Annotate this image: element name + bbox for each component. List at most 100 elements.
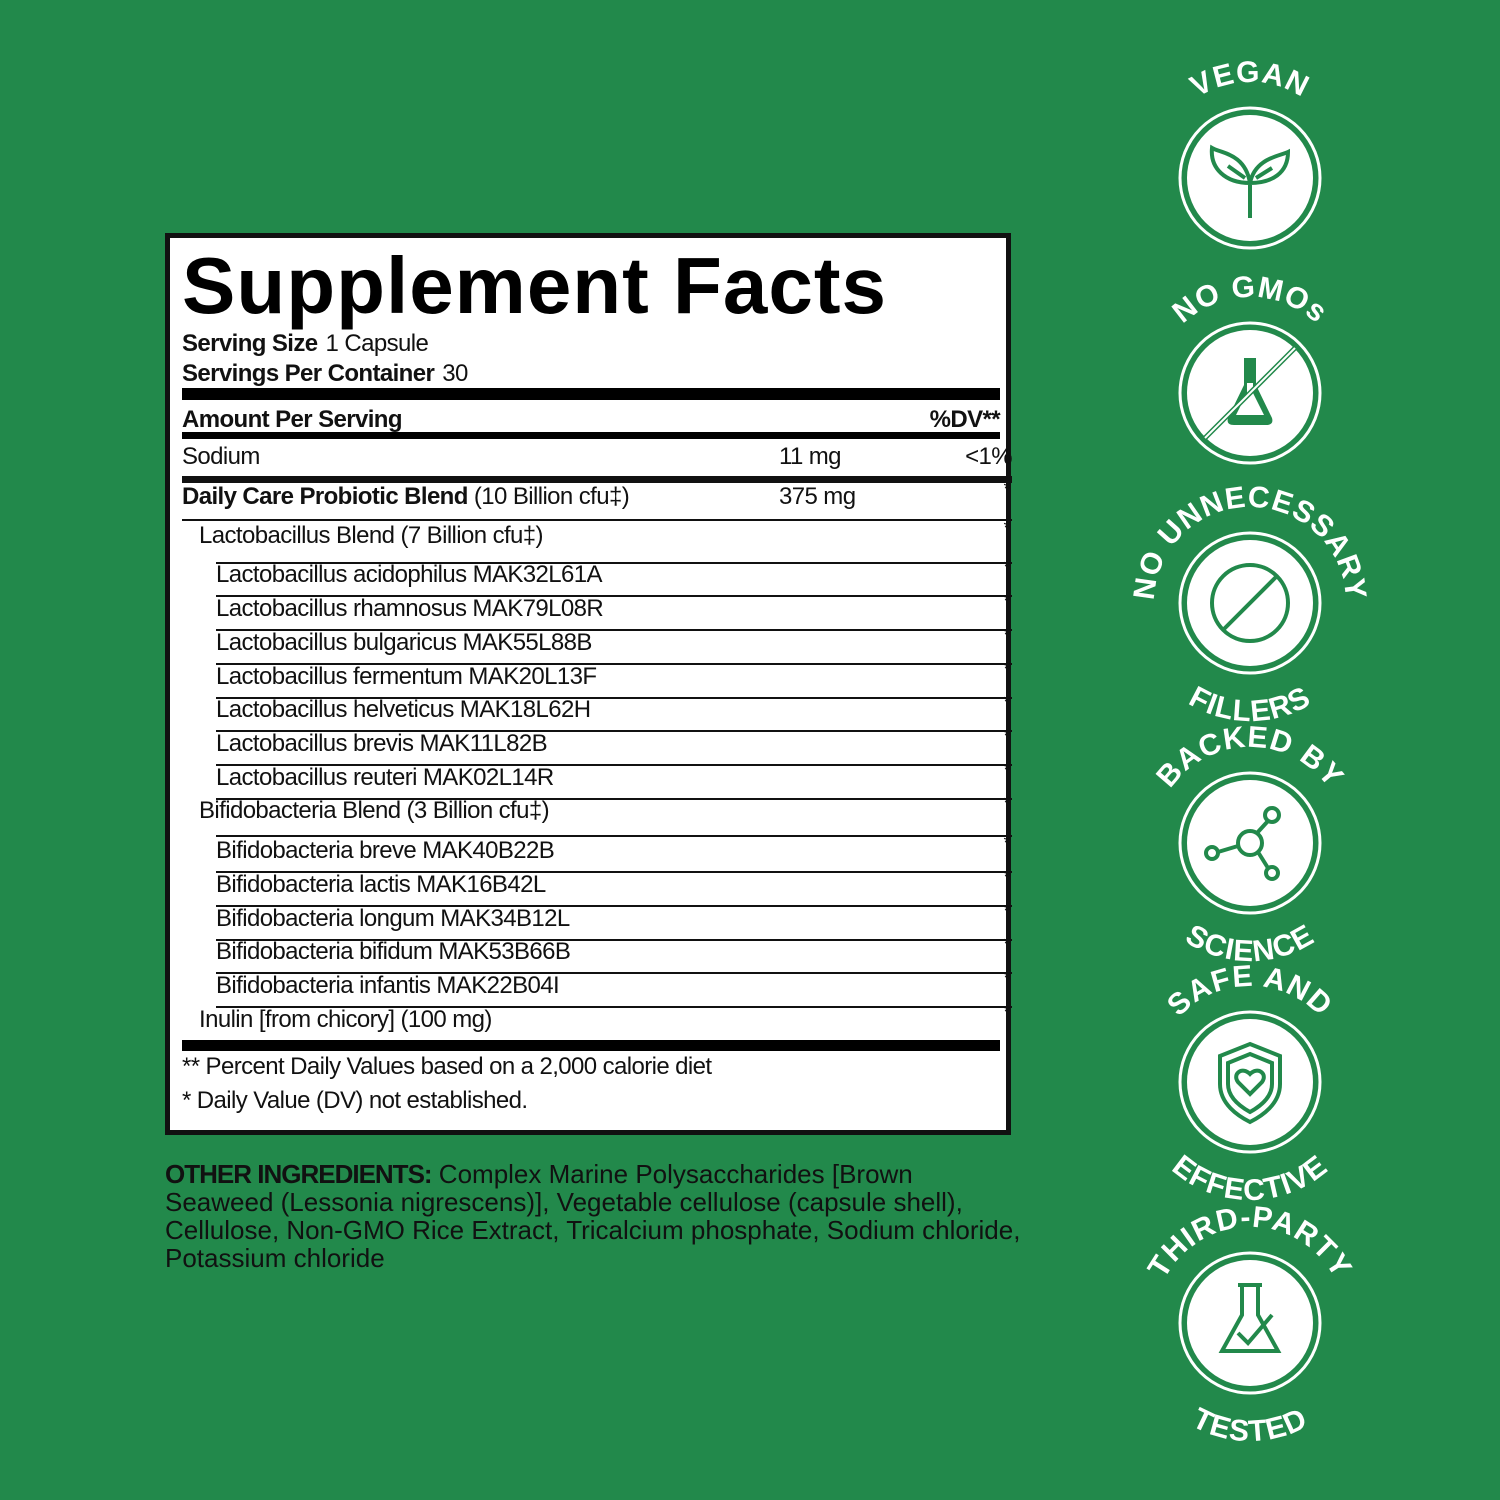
divider (182, 432, 1000, 439)
nutrient-name: Sodium (182, 443, 260, 471)
row-divider (216, 562, 1012, 564)
nutrient-row: Bifidobacteria breve MAK40B22B * (182, 833, 1012, 873)
nutrient-row: Daily Care Probiotic Blend (10 Billion c… (182, 479, 1012, 521)
badge-safe-and: SAFE AND EFFECTIVE (1130, 960, 1370, 1208)
row-divider (216, 1006, 1012, 1008)
amount-header: Amount Per Serving %DV** (182, 406, 1001, 434)
nutrient-label: Lactobacillus Blend (7 Billion cfu‡) (199, 522, 544, 549)
nutrient-label: Bifidobacteria longum MAK34B12L (216, 905, 570, 932)
nutrient-dv: * (1003, 760, 1011, 780)
nutrient-dv: * (1003, 518, 1011, 538)
servings-value: 30 (442, 360, 468, 387)
nutrient-label: Lactobacillus helveticus MAK18L62H (216, 696, 591, 723)
nutrient-dv: * (1003, 901, 1011, 921)
nutrient-name: Lactobacillus acidophilus MAK32L61A (216, 561, 603, 589)
nutrient-name: Lactobacillus helveticus MAK18L62H (216, 696, 591, 724)
svg-text:TESTED: TESTED (1187, 1402, 1312, 1443)
nutrient-row: Inulin [from chicory] (100 mg) * (182, 1002, 1012, 1040)
nutrient-dv: * (1003, 867, 1011, 887)
row-divider (216, 798, 1012, 800)
nutrient-blend-name: Daily Care Probiotic Blend (182, 483, 468, 510)
nutrient-label: Lactobacillus bulgaricus MAK55L88B (216, 629, 592, 656)
footnote-not-established: * Daily Value (DV) not established. (182, 1087, 528, 1114)
nutrient-label: Lactobacillus fermentum MAK20L13F (216, 663, 597, 690)
badge-no-unnecessary: NO UNNECESSARY FILLERS (1128, 480, 1372, 728)
nutrient-dv: * (1003, 934, 1011, 954)
nutrient-name: Bifidobacteria lactis MAK16B42L (216, 871, 546, 899)
badge-no-gmos: NO GMOs (1130, 270, 1370, 513)
badge-bottom-text: SCIENCE (1180, 918, 1319, 968)
nutrient-name: Lactobacillus Blend (7 Billion cfu‡) (199, 522, 544, 550)
serving-size-label: Serving Size (182, 330, 318, 357)
svg-text:SCIENCE: SCIENCE (1180, 918, 1320, 963)
nutrient-dv: * (1003, 726, 1011, 746)
nutrient-row: Bifidobacteria bifidum MAK53B66B * (182, 934, 1012, 974)
row-divider (216, 663, 1012, 665)
svg-text:NO GMOs: NO GMOs (1166, 273, 1333, 330)
badge-third-party: THIRD-PARTY TESTED (1130, 1201, 1370, 1449)
panel-title: Supplement Facts (182, 241, 888, 330)
svg-text:FILLERS: FILLERS (1184, 680, 1316, 723)
prohibited-icon (1210, 563, 1290, 643)
row-divider (216, 764, 1012, 766)
nutrient-label: Sodium (182, 443, 260, 470)
nutrient-label: Bifidobacteria infantis MAK22B04I (216, 972, 560, 999)
nutrient-row: Lactobacillus rhamnosus MAK79L08R * (182, 591, 1012, 631)
nutrient-row: Lactobacillus reuteri MAK02L14R * (182, 760, 1012, 800)
leaf-sprout-icon (1209, 144, 1291, 218)
nutrient-label: Bifidobacteria breve MAK40B22B (216, 837, 555, 864)
dv-header: %DV** (929, 406, 1001, 433)
shield-heart-icon (1218, 1041, 1282, 1125)
nutrient-name: Bifidobacteria bifidum MAK53B66B (216, 938, 571, 966)
badge-bottom-text: FILLERS (1184, 680, 1315, 728)
footnote-dv: ** Percent Daily Values based on a 2,000… (182, 1053, 712, 1080)
nutrient-label: Inulin [from chicory] (100 mg) (199, 1006, 492, 1033)
nutrient-dv: * (1003, 557, 1011, 577)
nutrient-name: Lactobacillus brevis MAK11L82B (216, 730, 548, 758)
svg-text:VEGAN: VEGAN (1185, 58, 1315, 104)
nutrient-name: Bifidobacteria Blend (3 Billion cfu‡) (199, 797, 550, 825)
other-ingredients-text: Complex Marine Polysaccharides [Brown Se… (165, 1159, 1021, 1273)
badge-backed-by: BACKED BY SCIENCE (1130, 721, 1370, 969)
nutrient-dv: * (1003, 1002, 1011, 1022)
nutrient-label: Lactobacillus acidophilus MAK32L61A (216, 561, 603, 588)
row-divider (216, 697, 1012, 699)
nutrient-name: Daily Care Probiotic Blend (10 Billion c… (182, 483, 630, 511)
nutrient-label: Lactobacillus reuteri MAK02L14R (216, 764, 554, 791)
nutrient-dv: * (1003, 659, 1011, 679)
nutrient-label: (10 Billion cfu‡) (467, 483, 630, 510)
nutrient-label: Bifidobacteria Blend (3 Billion cfu‡) (199, 797, 550, 824)
row-divider (216, 835, 1012, 837)
nutrient-label: Lactobacillus brevis MAK11L82B (216, 730, 548, 757)
nutrient-row: Sodium 11 mg <1% (182, 443, 1013, 483)
nutrient-label: Lactobacillus rhamnosus MAK79L08R (216, 595, 604, 622)
crossed-flask-icon (1203, 346, 1297, 440)
nutrient-row: Lactobacillus acidophilus MAK32L61A * (182, 557, 1012, 597)
nutrient-dv: * (1003, 625, 1011, 645)
badge-top-text: NO GMOs (1166, 270, 1332, 329)
nutrient-label: Bifidobacteria bifidum MAK53B66B (216, 938, 571, 965)
badge-vegan: VEGAN (1130, 56, 1370, 298)
thick-divider (182, 388, 1000, 400)
amount-per-serving-label: Amount Per Serving (182, 406, 403, 433)
row-divider (216, 905, 1012, 907)
divider (182, 476, 1012, 483)
nutrient-dv: * (1003, 692, 1011, 712)
badge-bottom-text: EFFECTIVE (1166, 1149, 1333, 1207)
svg-text:EFFECTIVE: EFFECTIVE (1166, 1149, 1334, 1202)
nutrient-row: Lactobacillus brevis MAK11L82B * (182, 726, 1012, 766)
nutrient-dv: * (1003, 833, 1011, 853)
nutrient-row: Lactobacillus helveticus MAK18L62H * (182, 692, 1012, 732)
nutrient-name: Bifidobacteria longum MAK34B12L (216, 905, 570, 933)
nutrient-amount: 11 mg (779, 443, 842, 470)
nutrient-dv: * (1003, 968, 1011, 988)
badge-top-text: VEGAN (1185, 56, 1314, 104)
nutrient-row: Bifidobacteria lactis MAK16B42L * (182, 867, 1012, 907)
flask-check-icon (1218, 1283, 1282, 1353)
row-divider (216, 595, 1012, 597)
other-ingredients-label: OTHER INGREDIENTS: (165, 1159, 433, 1189)
nutrient-dv: * (1003, 793, 1011, 813)
nutrient-name: Bifidobacteria breve MAK40B22B (216, 837, 555, 865)
nutrient-amount: 375 mg (779, 483, 856, 510)
nutrient-name: Lactobacillus rhamnosus MAK79L08R (216, 595, 604, 623)
